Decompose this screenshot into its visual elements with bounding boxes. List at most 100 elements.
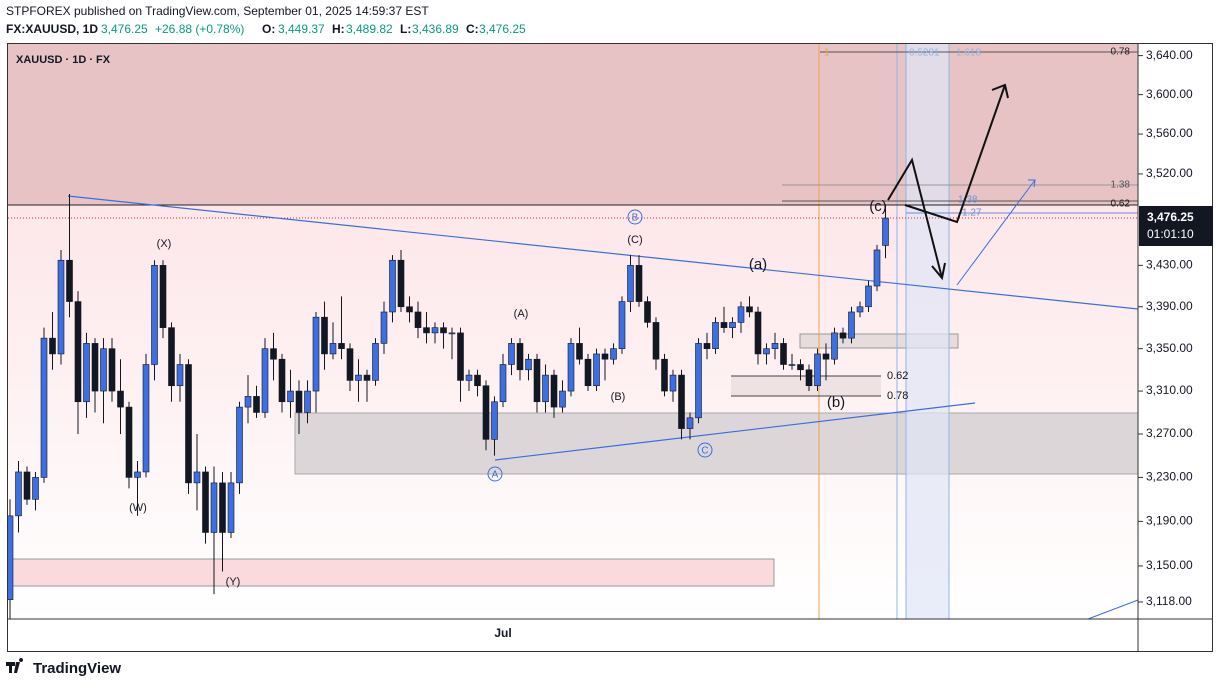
symbol: FX:XAUUSD, 1D: [6, 22, 98, 36]
candle-body: [134, 471, 141, 478]
candle-body: [380, 311, 388, 344]
trendline: [494, 402, 976, 461]
chart-title: XAUUSD · 1D · FX: [16, 54, 111, 66]
wave-label: (a): [749, 256, 767, 273]
candle-body: [159, 265, 167, 328]
ohlc-label: H:: [332, 22, 345, 36]
candle-body: [193, 471, 201, 484]
publisher: STPFOREX published on TradingView.com, S…: [6, 4, 429, 18]
fib-label: 0.78: [1111, 47, 1131, 58]
candle-body: [814, 353, 821, 387]
candle-body: [805, 369, 813, 387]
candle-body: [74, 301, 82, 403]
candle-body: [695, 343, 702, 419]
candle-body: [40, 337, 48, 478]
change: +26.88 (+0.78%): [155, 22, 244, 36]
candle-body: [176, 364, 184, 387]
candles: [8, 194, 889, 619]
candle-body: [678, 374, 685, 429]
candle-body: [295, 390, 303, 413]
candle-body: [652, 322, 660, 360]
countdown: 01:01:10: [1147, 227, 1194, 241]
candle-body: [474, 374, 481, 387]
candle-body: [227, 482, 235, 533]
fib-label: 0.62: [887, 370, 908, 382]
candle-body: [125, 406, 133, 478]
trendline: [67, 195, 1139, 310]
candle-body: [542, 374, 549, 403]
candle-body: [448, 332, 456, 335]
wave-label: (b): [827, 394, 845, 411]
wave-label: (C): [627, 234, 642, 246]
wave-label: (B): [611, 391, 626, 403]
fib-label: 0.62: [1111, 199, 1131, 210]
candle-body: [457, 332, 464, 381]
candle-body: [15, 471, 22, 517]
fib-label: 1.38: [1111, 180, 1131, 191]
candle-body: [440, 327, 447, 334]
ohlc-label: C:: [466, 22, 479, 36]
candle-body: [465, 374, 473, 381]
candle-body: [23, 471, 31, 500]
candle-body: [856, 306, 864, 313]
y-tick-label: 3,520.00: [1146, 166, 1193, 180]
ohlc-value: 3,449.37: [278, 22, 325, 36]
y-tick-label: 3,640.00: [1146, 48, 1193, 62]
x-tick-label: Jul: [494, 626, 511, 640]
candle-body: [414, 311, 422, 328]
brand: TradingView: [33, 660, 121, 677]
frame: [7, 43, 1213, 652]
candle-body: [661, 358, 668, 392]
y-tick-label: 3,310.00: [1146, 383, 1193, 397]
candle-body: [686, 417, 694, 429]
candle-body: [346, 348, 354, 381]
ohlc-value: 3,476.25: [479, 22, 526, 36]
candle-body: [635, 265, 643, 302]
candle-body: [525, 358, 532, 371]
arrowhead: [1028, 179, 1036, 188]
fib-label: 1.618: [956, 48, 981, 59]
candle-body: [168, 327, 175, 387]
candle-body: [865, 285, 872, 308]
candle-body: [372, 343, 379, 381]
candle-body: [270, 348, 277, 360]
symbol-line: FX:XAUUSD, 1D 3,476.25 +26.88 (+0.78%) O…: [6, 22, 526, 36]
candle-body: [822, 353, 830, 360]
supply-zone: [8, 44, 1138, 205]
y-tick-label: 3,600.00: [1146, 87, 1193, 101]
wave-circle: [487, 466, 503, 482]
candle-body: [797, 364, 804, 371]
y-tick-label: 3,560.00: [1146, 126, 1193, 140]
y-tick-label: 3,350.00: [1146, 341, 1193, 355]
trendline: [1087, 599, 1139, 620]
candle-body: [516, 343, 524, 371]
ohlc-label: L:: [400, 22, 411, 36]
candle-body: [261, 348, 269, 413]
demand-zone: [294, 412, 1139, 475]
candle-body: [720, 322, 728, 328]
candle-body: [57, 259, 65, 355]
candle-body: [236, 406, 243, 484]
candle-body: [8, 515, 14, 601]
candle-body: [780, 343, 787, 365]
candle-body: [219, 482, 226, 533]
candle-body: [355, 374, 362, 381]
fib-label: 1.27: [962, 208, 982, 219]
candle-body: [848, 311, 855, 339]
candle-body: [576, 343, 583, 360]
candle-body: [108, 348, 116, 392]
fib-label: 0.78: [887, 390, 908, 402]
candle-body: [644, 301, 651, 323]
logo-mark: [6, 658, 24, 673]
candle-body: [593, 353, 600, 387]
zone: [7, 558, 775, 587]
candle-body: [49, 337, 56, 355]
candle-body: [831, 332, 838, 360]
wave-label: C: [701, 446, 708, 457]
wave-label: (Y): [226, 576, 241, 588]
candle-body: [559, 390, 566, 408]
ohlc-value: 3,489.82: [346, 22, 393, 36]
candle-body: [610, 348, 617, 360]
candle-body: [737, 306, 745, 323]
